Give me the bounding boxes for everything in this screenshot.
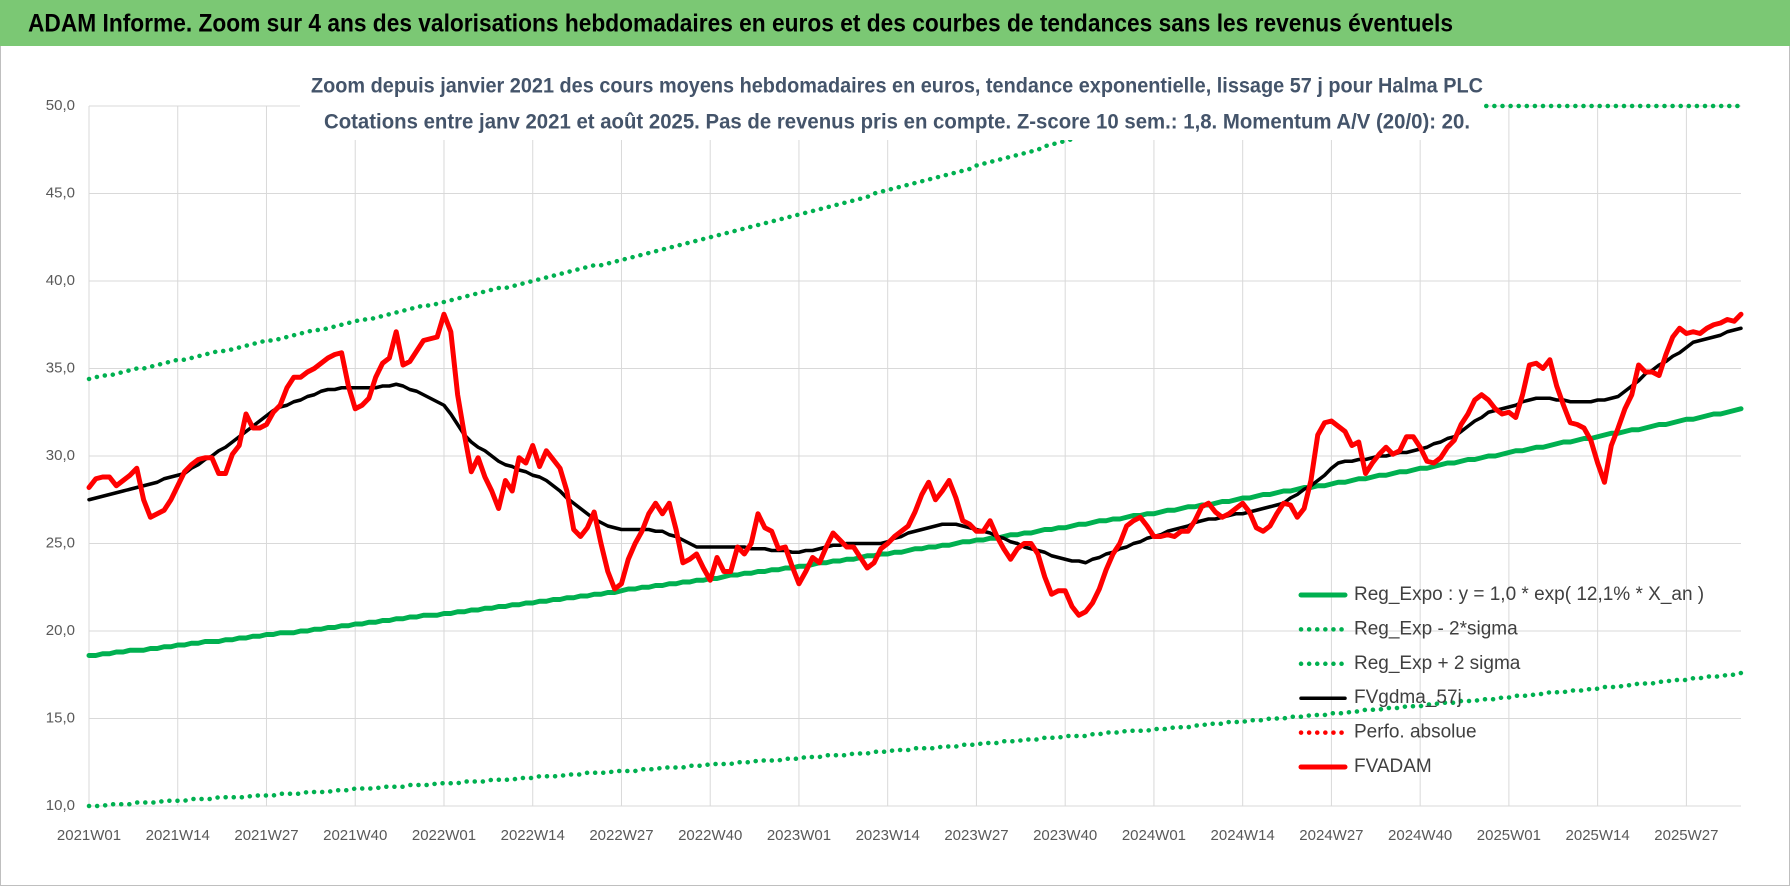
- y-tick-label: 50,0: [46, 97, 75, 114]
- legend-label: FVgdma_57j: [1354, 687, 1462, 708]
- x-tick-label: 2023W40: [1033, 827, 1097, 844]
- x-tick-label: 2022W14: [501, 827, 565, 844]
- x-tick-label: 2024W40: [1388, 827, 1452, 844]
- x-tick-label: 2025W14: [1566, 827, 1630, 844]
- x-tick-label: 2024W27: [1299, 827, 1363, 844]
- x-tick-label: 2025W27: [1654, 827, 1718, 844]
- series-line: [86, 406, 1744, 658]
- x-tick-label: 2023W14: [856, 827, 920, 844]
- x-tick-label: 2024W01: [1122, 827, 1186, 844]
- y-tick-label: 20,0: [46, 622, 75, 639]
- legend-label: Perfo. absolue: [1354, 722, 1477, 743]
- plot-area: [86, 103, 1744, 809]
- legend-label: FVADAM: [1354, 756, 1432, 777]
- x-tick-label: 2024W14: [1211, 827, 1275, 844]
- y-tick-label: 15,0: [46, 709, 75, 726]
- series-line: [86, 670, 1744, 809]
- series-line: [86, 103, 1744, 382]
- series-line: [86, 311, 1744, 618]
- x-tick-label: 2021W27: [234, 827, 298, 844]
- legend-label: Reg_Exp - 2*sigma: [1354, 618, 1518, 639]
- x-tick-label: 2022W01: [412, 827, 476, 844]
- header-bar: [0, 0, 1790, 46]
- x-tick-label: 2022W27: [589, 827, 653, 844]
- y-tick-label: 45,0: [46, 184, 75, 201]
- x-tick-label: 2021W14: [146, 827, 210, 844]
- x-tick-label: 2023W01: [767, 827, 831, 844]
- series-line: [87, 326, 1743, 565]
- x-tick-label: 2022W40: [678, 827, 742, 844]
- legend-label: Reg_Expo : y = 1,0 * exp( 12,1% * X_an ): [1354, 584, 1704, 605]
- legend-label: Reg_Exp + 2 sigma: [1354, 653, 1521, 674]
- chart-subtitle: Zoom depuis janvier 2021 des cours moyen…: [311, 75, 1483, 98]
- x-tick-label: 2021W40: [323, 827, 387, 844]
- chart-title: ADAM Informe. Zoom sur 4 ans des valoris…: [28, 10, 1453, 38]
- y-tick-label: 10,0: [46, 797, 75, 814]
- y-tick-label: 40,0: [46, 272, 75, 289]
- chart-subtitle: Cotations entre janv 2021 et août 2025. …: [324, 111, 1470, 134]
- x-tick-label: 2021W01: [57, 827, 121, 844]
- x-tick-label: 2025W01: [1477, 827, 1541, 844]
- x-tick-label: 2023W27: [944, 827, 1008, 844]
- y-tick-label: 35,0: [46, 359, 75, 376]
- y-tick-label: 25,0: [46, 534, 75, 551]
- subtitle-box: [300, 62, 1484, 140]
- y-tick-label: 30,0: [46, 447, 75, 464]
